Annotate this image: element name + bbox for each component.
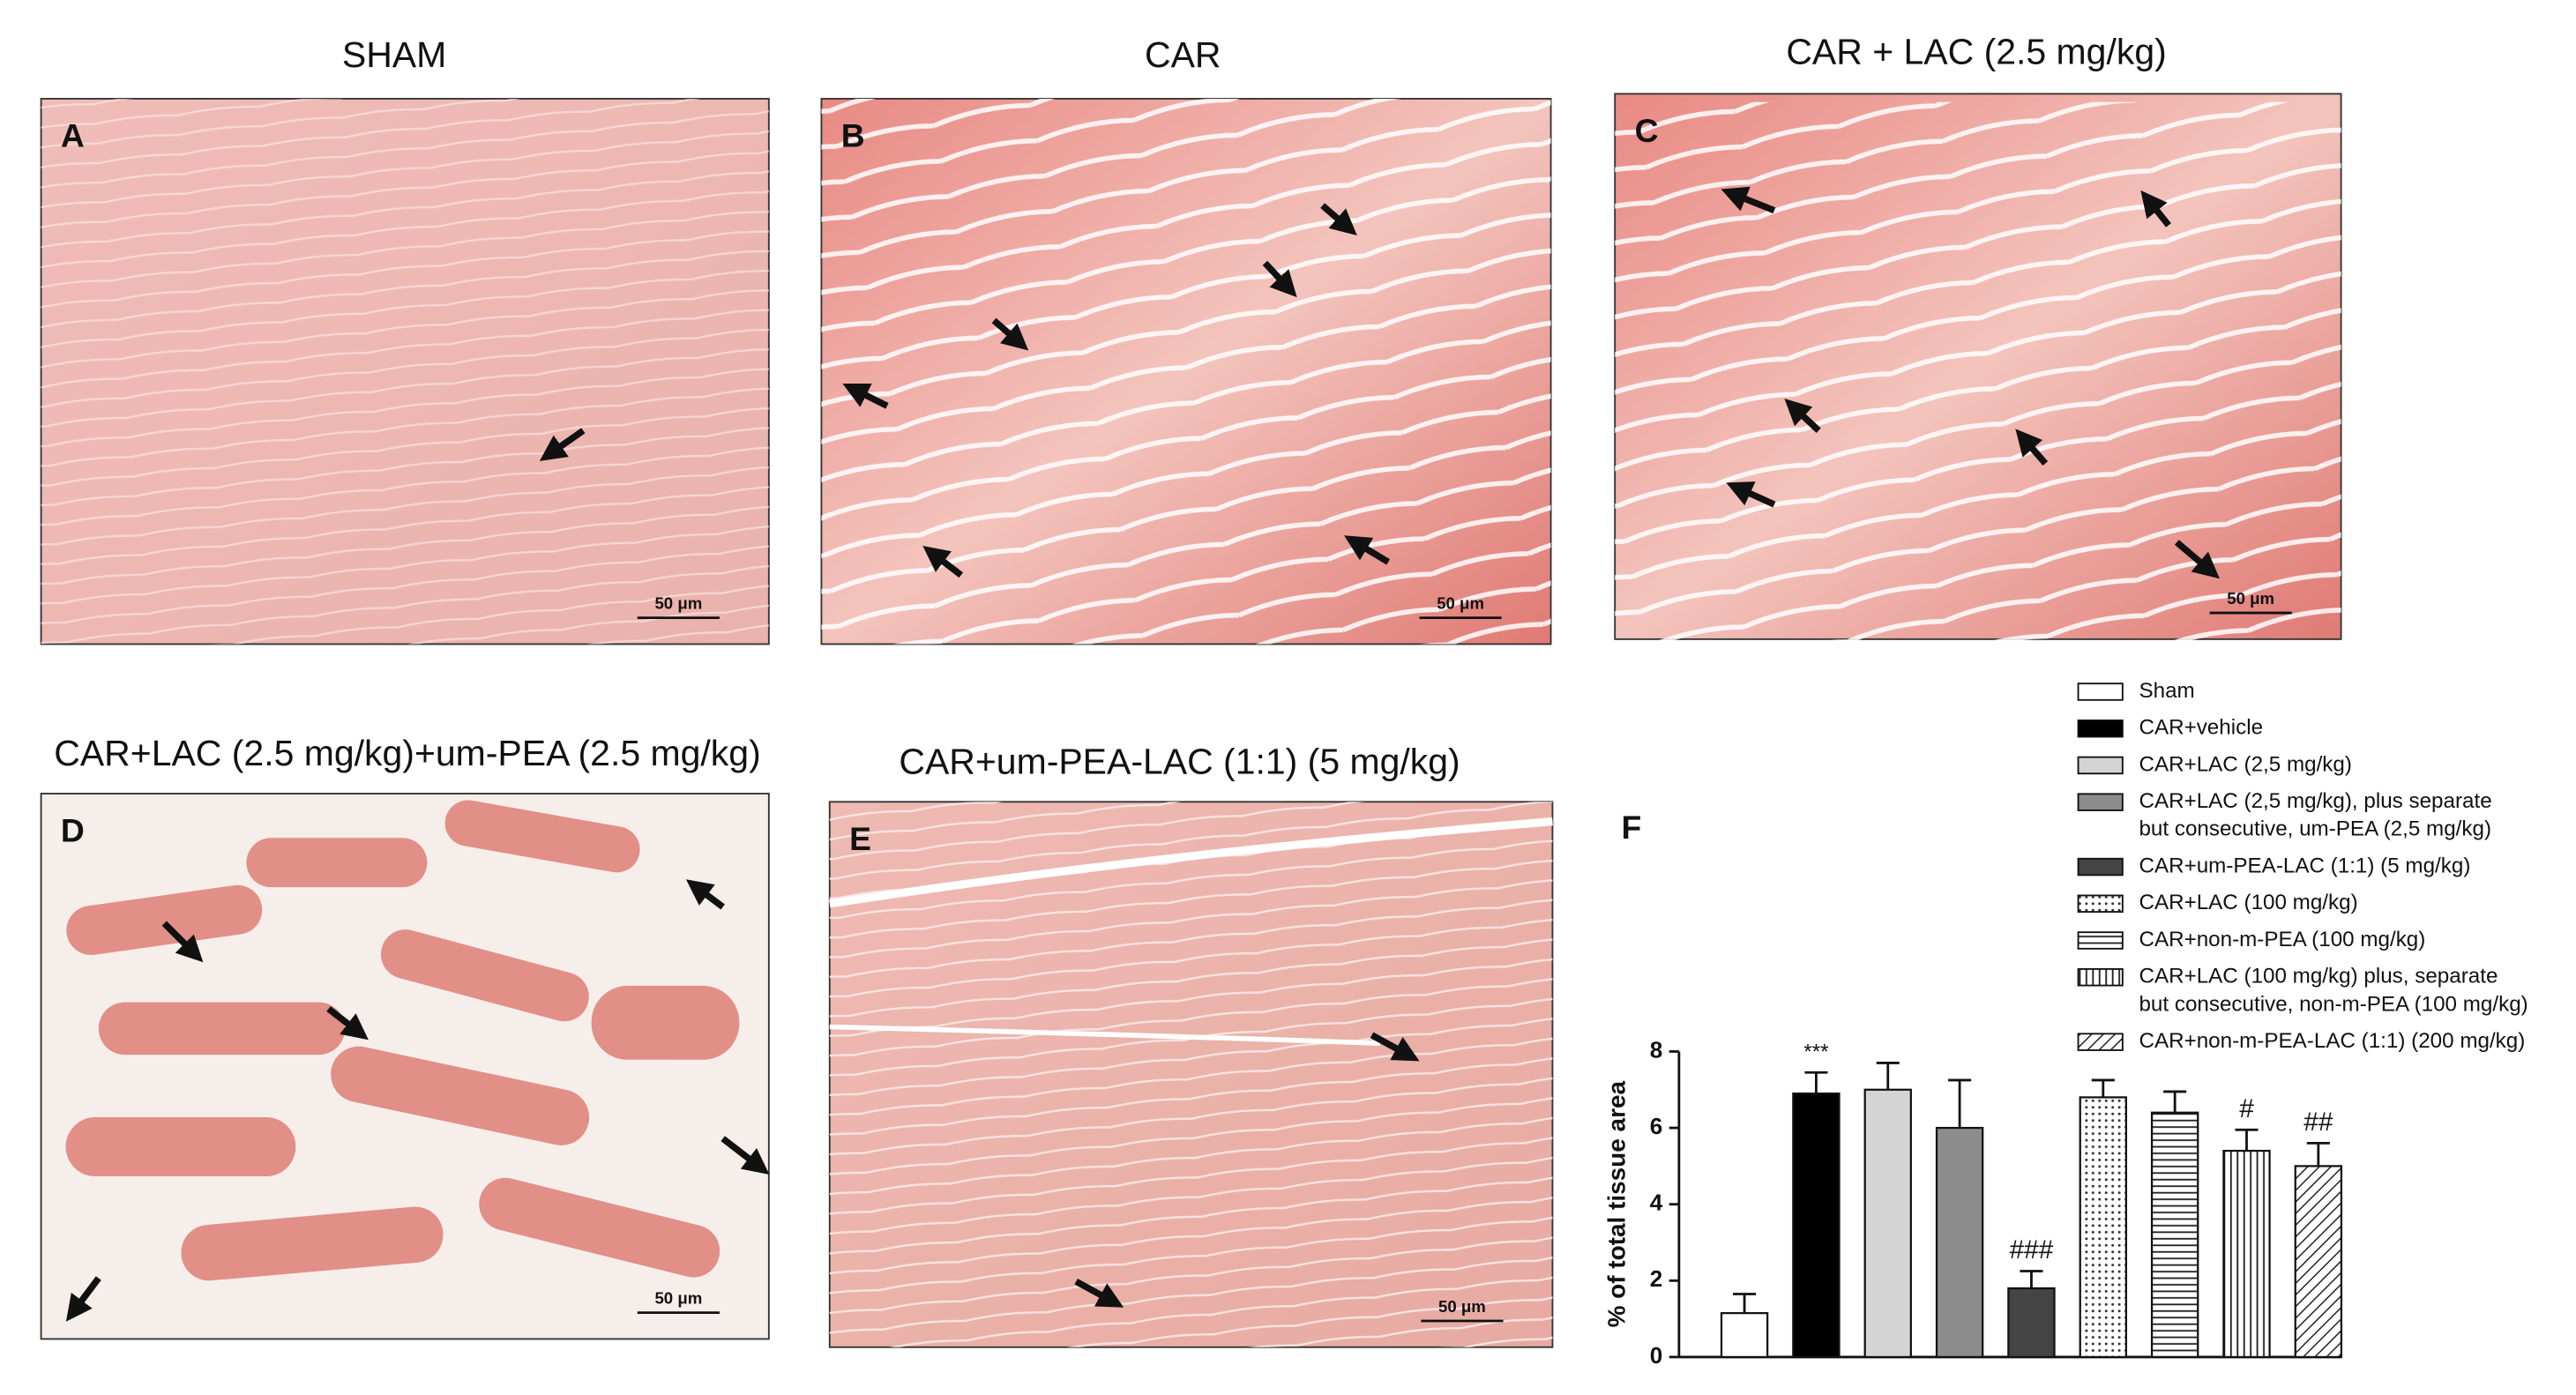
scale-bar-label: 50 μm xyxy=(654,594,702,613)
significance-label: # xyxy=(2239,1094,2254,1123)
legend-label: CAR+um-PEA-LAC (1:1) (5 mg/kg) xyxy=(2139,854,2470,877)
panel-letter: A xyxy=(61,117,85,154)
legend-label: CAR+LAC (100 mg/kg) xyxy=(2139,891,2357,914)
legend-swatch xyxy=(2077,931,2124,950)
significance-label: ### xyxy=(2010,1235,2054,1264)
significance-label: *** xyxy=(1803,1040,1829,1063)
y-tick-label: 0 xyxy=(1650,1342,1663,1369)
bar xyxy=(2294,1165,2343,1359)
y-tick-label: 2 xyxy=(1650,1265,1663,1292)
legend-label: but consecutive, um-PEA (2,5 mg/kg) xyxy=(2139,817,2491,841)
bar xyxy=(1792,1092,1841,1359)
scale-bar-label: 50 μm xyxy=(654,1289,702,1308)
legend-label: CAR+non-m-PEA (100 mg/kg) xyxy=(2139,928,2425,951)
significance-label: ## xyxy=(2303,1108,2333,1137)
panel-letter: D xyxy=(61,812,85,849)
y-tick-label: 4 xyxy=(1650,1190,1663,1216)
panel-letter: E xyxy=(849,820,871,857)
bar xyxy=(1863,1088,1912,1359)
scale-bar-label: 50 μm xyxy=(1437,594,1484,613)
panel-e-image xyxy=(828,801,1554,1348)
legend-label: but consecutive, non-m-PEA (100 mg/kg) xyxy=(2139,992,2527,1016)
y-tick-label: 6 xyxy=(1650,1113,1663,1139)
legend-swatch xyxy=(2077,683,2124,701)
panel-letter: B xyxy=(841,117,865,154)
panel-b-image xyxy=(820,98,1552,645)
panel-title: CAR xyxy=(1145,34,1221,75)
scale-bar-label: 50 μm xyxy=(1438,1297,1486,1316)
legend-label: CAR+LAC (2,5 mg/kg) xyxy=(2139,752,2351,776)
legend-swatch xyxy=(2077,894,2124,914)
y-axis-label: % of total tissue area xyxy=(1602,1081,1630,1328)
legend-swatch xyxy=(2077,968,2124,987)
legend-label: Sham xyxy=(2139,679,2194,703)
panel-letter: F xyxy=(1621,809,1641,846)
legend-swatch xyxy=(2077,756,2124,775)
bar xyxy=(1720,1312,1769,1359)
scale-bar-label: 50 μm xyxy=(2227,589,2274,608)
legend-swatch xyxy=(2077,857,2124,877)
legend-label: CAR+LAC (100 mg/kg) plus, separate xyxy=(2139,965,2498,988)
legend-label: CAR+LAC (2,5 mg/kg), plus separate xyxy=(2139,789,2491,813)
bar xyxy=(1935,1126,1984,1359)
legend-label: CAR+non-m-PEA-LAC (1:1) (200 mg/kg) xyxy=(2139,1029,2525,1053)
legend-swatch xyxy=(2077,1033,2124,1051)
panel-a-image xyxy=(40,98,770,645)
y-tick-label: 8 xyxy=(1650,1036,1663,1063)
bar xyxy=(2150,1111,2199,1359)
panel-title: CAR+um-PEA-LAC (1:1) (5 mg/kg) xyxy=(899,741,1460,781)
panel-d-image xyxy=(40,793,770,1340)
panel-letter: C xyxy=(1635,112,1659,149)
legend-swatch xyxy=(2077,793,2124,811)
panel-c-image xyxy=(1614,93,2342,648)
bar xyxy=(2007,1287,2056,1359)
panel-title: SHAM xyxy=(342,34,446,75)
legend-swatch xyxy=(2077,719,2124,738)
panel-title: CAR + LAC (2.5 mg/kg) xyxy=(1786,32,2166,72)
legend-label: CAR+vehicle xyxy=(2139,716,2263,740)
bar xyxy=(2079,1096,2127,1359)
bar xyxy=(2222,1149,2271,1359)
panel-title: CAR+LAC (2.5 mg/kg)+um-PEA (2.5 mg/kg) xyxy=(54,733,760,773)
